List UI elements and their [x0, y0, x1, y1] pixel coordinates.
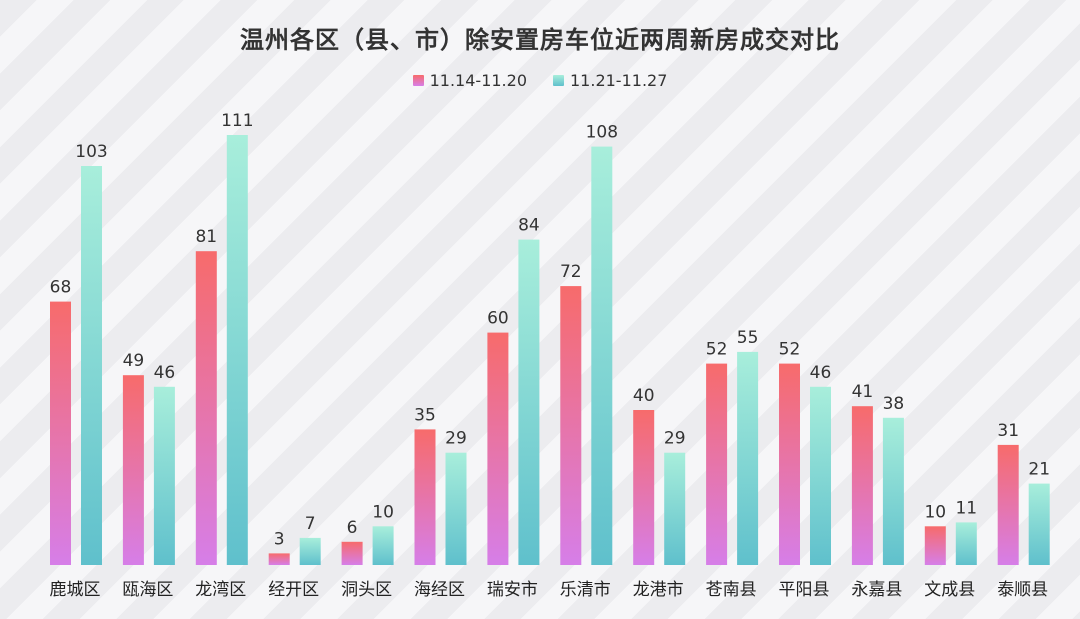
data-label-series-1-6: 35 — [414, 405, 436, 425]
data-label-series-2-1: 103 — [75, 142, 107, 162]
data-label-series-1-9: 40 — [633, 386, 655, 406]
category-label-13: 文成县 — [924, 580, 975, 600]
bar-series-2-4 — [299, 537, 321, 565]
bar-series-2-3 — [226, 135, 248, 565]
data-label-series-2-13: 11 — [955, 498, 977, 518]
legend-swatch-series-2 — [553, 75, 564, 86]
category-label-1: 鹿城区 — [50, 580, 101, 600]
bar-series-1-4 — [268, 553, 290, 565]
category-label-14: 泰顺县 — [997, 580, 1048, 600]
bar-series-2-6 — [445, 452, 467, 565]
data-label-series-2-9: 29 — [664, 429, 686, 449]
data-label-series-1-8: 72 — [560, 262, 582, 282]
data-label-series-2-14: 21 — [1028, 460, 1050, 480]
legend: 11.14-11.20 11.21-11.27 — [0, 71, 1080, 90]
bar-series-1-13 — [924, 526, 946, 565]
data-label-series-1-11: 52 — [779, 340, 801, 360]
category-label-12: 永嘉县 — [851, 580, 902, 600]
legend-label-series-2: 11.21-11.27 — [570, 71, 668, 90]
category-label-3: 龙湾区 — [195, 580, 246, 600]
bar-series-2-1 — [81, 166, 102, 565]
category-label-7: 瑞安市 — [487, 580, 538, 600]
bar-series-2-11 — [810, 386, 831, 565]
bar-series-1-11 — [779, 363, 800, 565]
bar-series-1-14 — [997, 444, 1019, 565]
bar-series-1-1 — [50, 301, 71, 565]
bar-series-1-5 — [341, 541, 363, 565]
data-label-series-1-12: 41 — [852, 382, 874, 402]
legend-item-series-2: 11.21-11.27 — [553, 71, 667, 90]
bar-series-1-8 — [560, 286, 582, 565]
bar-series-2-13 — [955, 522, 977, 565]
bar-series-1-2 — [122, 375, 144, 565]
category-label-6: 海经区 — [414, 580, 465, 600]
category-label-2: 瓯海区 — [122, 580, 173, 600]
bar-series-2-10 — [737, 351, 759, 565]
bar-series-2-5 — [372, 526, 394, 565]
legend-label-series-1: 11.14-11.20 — [429, 71, 527, 90]
data-label-series-1-1: 68 — [50, 278, 72, 298]
data-label-series-2-8: 108 — [586, 123, 618, 143]
data-label-series-2-4: 7 — [305, 514, 316, 534]
bar-series-1-10 — [706, 363, 728, 565]
category-label-9: 龙港市 — [633, 580, 684, 600]
data-label-series-2-6: 29 — [445, 429, 467, 449]
bar-series-2-12 — [882, 417, 904, 565]
bar-series-2-2 — [153, 386, 175, 565]
data-label-series-1-14: 31 — [997, 421, 1019, 441]
data-label-series-2-10: 55 — [737, 328, 759, 348]
bar-series-1-9 — [633, 410, 655, 565]
bar-series-2-8 — [591, 146, 613, 565]
category-label-11: 平阳县 — [779, 580, 830, 600]
bar-series-2-7 — [518, 239, 540, 565]
bar-series-1-3 — [195, 251, 217, 565]
data-label-series-2-2: 46 — [154, 363, 176, 383]
chart-title: 温州各区（县、市）除安置房车位近两周新房成交对比 — [240, 26, 840, 54]
data-label-series-1-13: 10 — [924, 502, 946, 522]
data-label-series-2-11: 46 — [810, 363, 832, 383]
category-label-4: 经开区 — [268, 580, 319, 600]
data-label-series-1-3: 81 — [195, 227, 217, 247]
data-label-series-1-7: 60 — [487, 309, 509, 329]
data-label-series-1-5: 6 — [347, 518, 358, 538]
legend-item-series-1: 11.14-11.20 — [412, 71, 527, 90]
category-label-8: 乐清市 — [560, 580, 611, 600]
data-label-series-1-10: 52 — [706, 340, 728, 360]
bar-series-1-6 — [414, 429, 436, 565]
category-label-5: 洞头区 — [341, 580, 392, 600]
bar-series-2-9 — [664, 452, 686, 565]
category-label-10: 苍南县 — [706, 580, 757, 600]
data-label-series-2-3: 111 — [221, 111, 253, 131]
data-label-series-2-5: 10 — [372, 502, 394, 522]
data-label-series-1-4: 3 — [274, 529, 285, 549]
bar-series-2-14 — [1028, 483, 1050, 565]
data-label-series-2-7: 84 — [518, 216, 540, 236]
bar-series-1-7 — [487, 332, 509, 565]
data-label-series-1-2: 49 — [123, 351, 145, 371]
data-label-series-2-12: 38 — [883, 394, 905, 414]
bar-series-1-12 — [851, 406, 873, 565]
legend-swatch-series-1 — [412, 75, 424, 86]
